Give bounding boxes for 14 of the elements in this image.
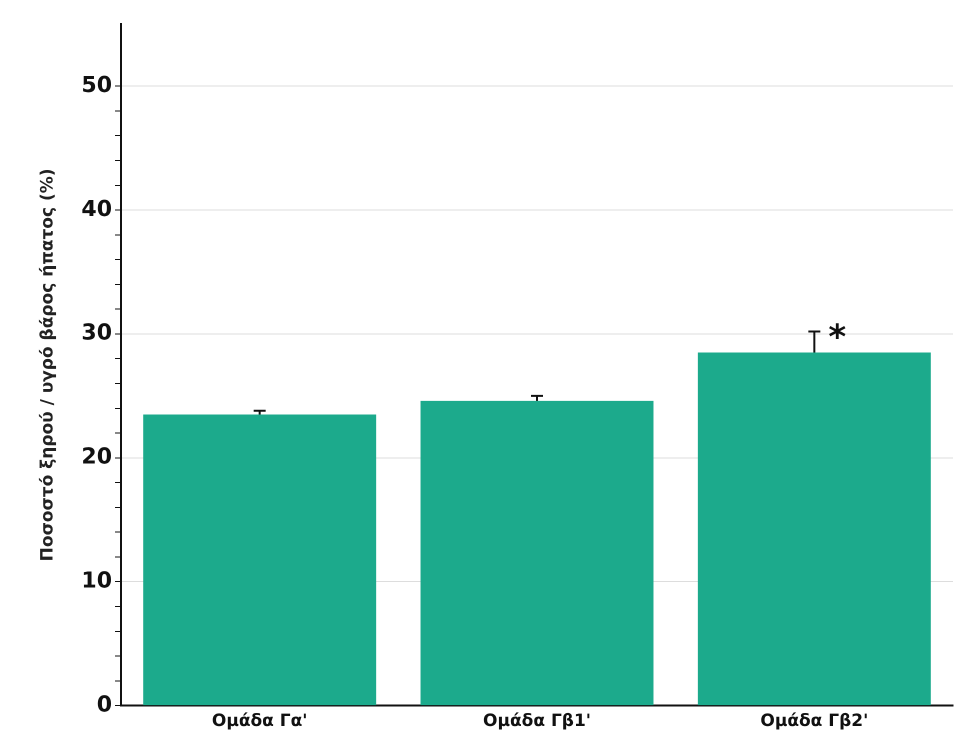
y-tick-label: 10 [81, 568, 112, 594]
y-tick-label: 20 [81, 444, 112, 470]
x-tick-label: Ομάδα Γβ1' [483, 711, 591, 732]
bar [698, 352, 931, 706]
bar [143, 414, 376, 706]
bar [420, 400, 654, 706]
y-tick-label: 40 [81, 196, 112, 222]
x-tick-label: Ομάδα Γα' [212, 711, 308, 732]
y-tick-label: 30 [81, 320, 112, 346]
y-axis-title: Ποσοστό ξηρού / υγρό βάρος ήπατος (%) [38, 168, 58, 562]
annotation: * [828, 317, 846, 358]
x-tick-label: Ομάδα Γβ2' [760, 711, 868, 732]
y-tick-label: 0 [96, 692, 112, 718]
y-tick-label: 50 [81, 72, 112, 98]
